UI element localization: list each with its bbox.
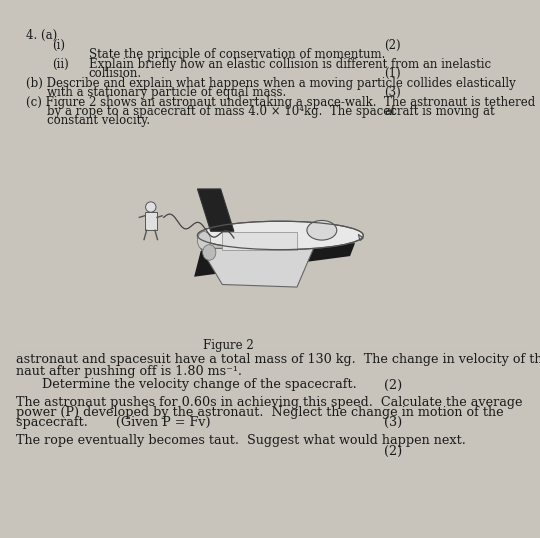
Text: State the principle of conservation of momentum.: State the principle of conservation of m… <box>89 48 385 61</box>
Text: (2): (2) <box>384 379 402 392</box>
Text: (2): (2) <box>384 444 402 458</box>
Ellipse shape <box>198 231 211 250</box>
Text: The astronaut pushes for 0.60s in achieving this speed.  Calculate the average: The astronaut pushes for 0.60s in achiev… <box>16 395 523 408</box>
Circle shape <box>146 202 156 212</box>
Text: The rope eventually becomes taut.  Suggest what would happen next.: The rope eventually becomes taut. Sugges… <box>16 434 466 447</box>
Bar <box>222 232 297 250</box>
Text: Figure 2: Figure 2 <box>203 339 254 352</box>
Text: (2): (2) <box>384 39 401 52</box>
Text: (c) Figure 2 shows an astronaut undertaking a space-walk.  The astronaut is teth: (c) Figure 2 shows an astronaut undertak… <box>26 96 536 110</box>
Text: power (P) developed by the astronaut.  Neglect the change in motion of the: power (P) developed by the astronaut. Ne… <box>16 406 504 419</box>
Text: with a stationary particle of equal mass.: with a stationary particle of equal mass… <box>47 86 286 99</box>
Text: spacecraft.       (Given P = Fv): spacecraft. (Given P = Fv) <box>16 416 211 429</box>
Text: constant velocity.: constant velocity. <box>47 114 150 127</box>
Text: astronaut and spacesuit have a total mass of 130 kg.  The change in velocity of : astronaut and spacesuit have a total mas… <box>16 353 540 366</box>
Ellipse shape <box>198 221 363 250</box>
Polygon shape <box>194 243 355 277</box>
Text: by a rope to a spacecraft of mass 4.0 × 10⁴kg.  The spacecraft is moving at: by a rope to a spacecraft of mass 4.0 × … <box>47 105 495 118</box>
Ellipse shape <box>307 221 337 240</box>
Ellipse shape <box>202 245 216 260</box>
Bar <box>11 11 529 44</box>
Text: naut after pushing off is 1.80 ms⁻¹.: naut after pushing off is 1.80 ms⁻¹. <box>16 365 242 378</box>
Polygon shape <box>198 189 234 231</box>
Text: (3): (3) <box>384 86 401 99</box>
Text: Explain briefly how an elastic collision is different from an inelastic: Explain briefly how an elastic collision… <box>89 58 491 71</box>
Text: (1): (1) <box>384 67 401 80</box>
Text: 4. (a): 4. (a) <box>26 29 58 42</box>
Text: (i): (i) <box>52 39 65 52</box>
Text: (3): (3) <box>384 416 402 429</box>
Polygon shape <box>359 235 363 240</box>
Text: collision.: collision. <box>89 67 141 80</box>
Polygon shape <box>201 249 314 287</box>
Text: (b) Describe and explain what happens when a moving particle collides elasticall: (b) Describe and explain what happens wh… <box>26 77 516 90</box>
Text: Determine the velocity change of the spacecraft.: Determine the velocity change of the spa… <box>42 379 356 392</box>
Bar <box>145 212 157 230</box>
Text: (ii): (ii) <box>52 58 69 71</box>
Text: at: at <box>384 105 396 118</box>
